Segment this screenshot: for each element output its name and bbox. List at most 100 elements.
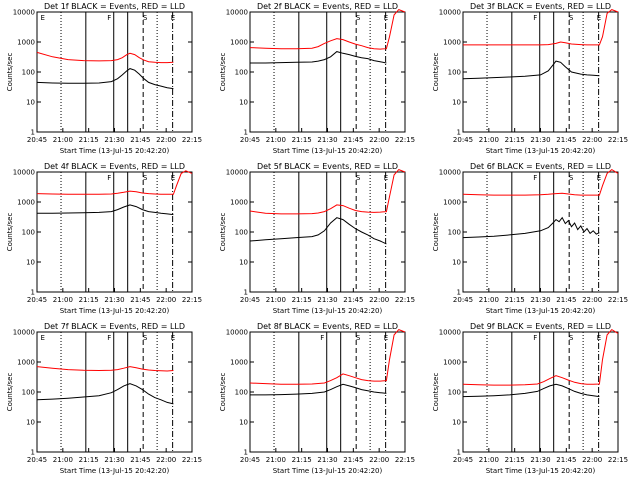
y-tick-label: 1 (31, 449, 35, 457)
segment-marker-label: E (171, 174, 175, 182)
x-tick-label: 22:00 (369, 136, 389, 144)
y-tick-label: 100 (235, 389, 248, 397)
panel-title: Det 1f BLACK = Events, RED = LLD (44, 2, 185, 11)
x-tick-label: 21:30 (530, 456, 550, 464)
plot-frame (462, 11, 619, 133)
events-series-line (36, 68, 174, 90)
events-series-line (462, 383, 600, 398)
y-tick-label: 10 (26, 99, 35, 107)
y-axis-label: Counts/sec (6, 213, 14, 252)
y-axis-label: Counts/sec (432, 213, 440, 252)
x-tick-label: 21:45 (343, 136, 363, 144)
panel-det-8: Det 8f BLACK = Events, RED = LLD Counts/s… (219, 322, 415, 475)
lld-series-line (463, 9, 619, 46)
x-tick-label: 21:30 (104, 136, 124, 144)
x-tick-label: 21:30 (530, 296, 550, 304)
x-tick-label: 21:00 (53, 136, 73, 144)
x-tick-label: 22:15 (608, 136, 628, 144)
segment-marker-label: F (107, 14, 111, 22)
x-tick-label: 21:15 (292, 296, 312, 304)
y-tick-label: 1000 (17, 39, 35, 47)
x-axis-label: Start Time (13-Jul-15 20:42:20) (486, 147, 596, 155)
y-tick-label: 1 (244, 129, 248, 137)
y-tick-label: 10000 (439, 329, 461, 337)
x-tick-label: 22:00 (156, 136, 176, 144)
segment-marker-label: S (569, 334, 574, 342)
x-axis-label: Start Time (13-Jul-15 20:42:20) (486, 307, 596, 315)
lld-series-line (249, 9, 406, 50)
y-tick-label: 1000 (443, 199, 461, 207)
plot-frame (462, 331, 619, 453)
y-tick-label: 10 (26, 259, 35, 267)
panel-title: Det 6f BLACK = Events, RED = LLD (470, 162, 611, 171)
y-tick-label: 1000 (443, 359, 461, 367)
plot-frame (249, 11, 406, 133)
y-axis-label: Counts/sec (219, 213, 227, 252)
y-tick-label: 10 (452, 99, 461, 107)
x-tick-label: 22:15 (182, 136, 202, 144)
x-tick-label: 21:00 (266, 136, 286, 144)
y-tick-label: 100 (22, 229, 35, 237)
events-series-line (462, 216, 600, 239)
plot-frame (36, 331, 193, 453)
lld-series-line (36, 170, 193, 195)
segment-marker-label: F (320, 334, 324, 342)
x-tick-label: 21:15 (79, 296, 99, 304)
panel-det-4: Det 4f BLACK = Events, RED = LLD Counts/s… (6, 162, 202, 315)
x-tick-label: 20:45 (453, 456, 473, 464)
segment-marker-label: E (597, 14, 601, 22)
y-tick-label: 10 (239, 419, 248, 427)
panel-title: Det 2f BLACK = Events, RED = LLD (257, 2, 398, 11)
x-tick-label: 20:45 (27, 456, 47, 464)
events-series-line (462, 60, 600, 80)
x-tick-label: 22:00 (156, 296, 176, 304)
x-tick-label: 20:45 (240, 456, 260, 464)
x-tick-label: 22:00 (369, 296, 389, 304)
plot-frame (36, 11, 193, 133)
x-tick-label: 22:15 (608, 456, 628, 464)
y-tick-label: 1000 (17, 359, 35, 367)
y-tick-label: 10000 (13, 9, 35, 17)
x-tick-label: 20:45 (27, 296, 47, 304)
y-tick-label: 1000 (230, 359, 248, 367)
segment-marker-label: F (107, 334, 111, 342)
y-tick-label: 100 (235, 229, 248, 237)
panel-det-9: Det 9f BLACK = Events, RED = LLD Counts/s… (432, 322, 628, 475)
x-tick-label: 21:15 (79, 456, 99, 464)
lld-series-line (462, 168, 619, 196)
x-tick-label: 21:15 (505, 296, 525, 304)
y-axis-label: Counts/sec (6, 53, 14, 92)
y-tick-label: 10000 (226, 329, 248, 337)
segment-marker-label: S (569, 14, 574, 22)
y-tick-label: 100 (22, 389, 35, 397)
segment-marker-label: S (143, 14, 148, 22)
x-tick-label: 21:00 (479, 456, 499, 464)
x-tick-label: 21:15 (505, 456, 525, 464)
x-tick-label: 21:45 (130, 296, 150, 304)
x-tick-label: 21:30 (317, 296, 337, 304)
segment-marker-label: E (384, 14, 388, 22)
lld-series-line (36, 366, 174, 372)
x-axis-label: Start Time (13-Jul-15 20:42:20) (273, 147, 383, 155)
y-tick-label: 100 (235, 69, 248, 77)
y-tick-label: 1 (244, 449, 248, 457)
panel-title: Det 3f BLACK = Events, RED = LLD (470, 2, 611, 11)
y-axis-label: Counts/sec (432, 53, 440, 92)
segment-marker-label: S (569, 174, 574, 182)
panel-title: Det 5f BLACK = Events, RED = LLD (257, 162, 398, 171)
x-axis-label: Start Time (13-Jul-15 20:42:20) (486, 467, 596, 475)
x-tick-label: 22:00 (582, 456, 602, 464)
plot-frame (249, 171, 406, 293)
y-axis-label: Counts/sec (6, 373, 14, 412)
x-tick-label: 21:45 (556, 136, 576, 144)
segment-marker-label: F (107, 174, 111, 182)
segment-marker-label: F (533, 14, 537, 22)
x-tick-label: 21:30 (317, 456, 337, 464)
y-tick-label: 10000 (439, 169, 461, 177)
panel-det-1: Det 1f BLACK = Events, RED = LLD Counts/s… (6, 2, 202, 155)
y-tick-label: 10000 (226, 169, 248, 177)
x-tick-label: 21:00 (266, 456, 286, 464)
x-axis-label: Start Time (13-Jul-15 20:42:20) (60, 467, 170, 475)
x-tick-label: 21:00 (266, 296, 286, 304)
y-tick-label: 10 (26, 419, 35, 427)
